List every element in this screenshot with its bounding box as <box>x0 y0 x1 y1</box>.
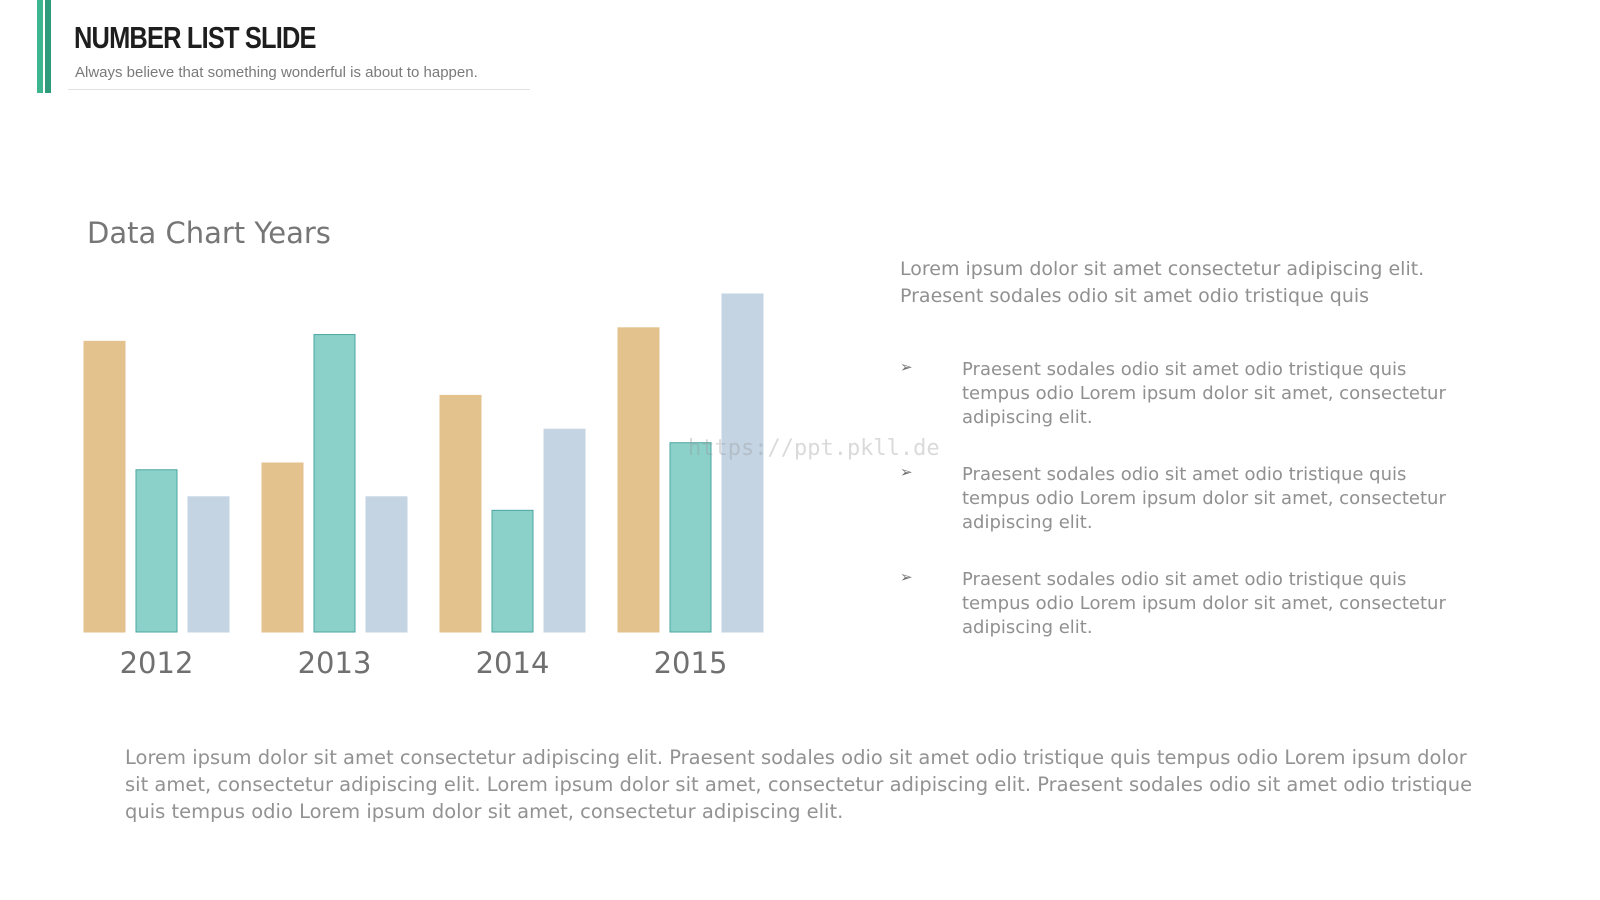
x-tick-label: 2014 <box>476 646 550 680</box>
bar-2013-series-2 <box>313 334 356 633</box>
title-accent-bar <box>37 0 43 93</box>
bar-2012-series-2 <box>135 469 178 633</box>
watermark: https://ppt.pkll.de <box>688 436 940 461</box>
bar-2015-series-3 <box>721 293 764 633</box>
bullet-text: Praesent sodales odio sit amet odio tris… <box>962 569 1446 638</box>
bullet-text: Praesent sodales odio sit amet odio tris… <box>962 464 1446 533</box>
bar-2012-series-3 <box>187 496 230 633</box>
x-tick-label: 2015 <box>654 646 728 680</box>
arrow-bullet-icon: ➢ <box>900 568 913 586</box>
chart-title: Data Chart Years <box>87 216 331 250</box>
bullet-text: Praesent sodales odio sit amet odio tris… <box>962 359 1446 428</box>
bar-2014-series-3 <box>543 428 586 633</box>
bar-2015-series-2 <box>669 442 712 633</box>
slide-title: NUMBER LIST SLIDE <box>74 20 317 55</box>
bar-2013-series-3 <box>365 496 408 633</box>
title-divider <box>68 89 530 90</box>
slide-subtitle: Always believe that something wonderful … <box>75 64 478 81</box>
bar-2014-series-1 <box>439 394 482 633</box>
x-tick-label: 2013 <box>298 646 372 680</box>
arrow-bullet-icon: ➢ <box>900 463 913 481</box>
bottom-paragraph: Lorem ipsum dolor sit amet consectetur a… <box>125 746 1473 823</box>
bar-2015-series-1 <box>617 327 660 633</box>
bar-chart: 2012 2013 2014 2015 <box>83 293 764 680</box>
bar-2014-series-2 <box>491 509 534 633</box>
bar-2013-series-1 <box>261 462 304 633</box>
intro-paragraph: Lorem ipsum dolor sit amet consectetur a… <box>900 258 1425 307</box>
title-accent-bar-secondary <box>45 0 51 93</box>
bar-2012-series-1 <box>83 340 126 633</box>
arrow-bullet-icon: ➢ <box>900 358 913 376</box>
x-tick-label: 2012 <box>120 646 194 680</box>
